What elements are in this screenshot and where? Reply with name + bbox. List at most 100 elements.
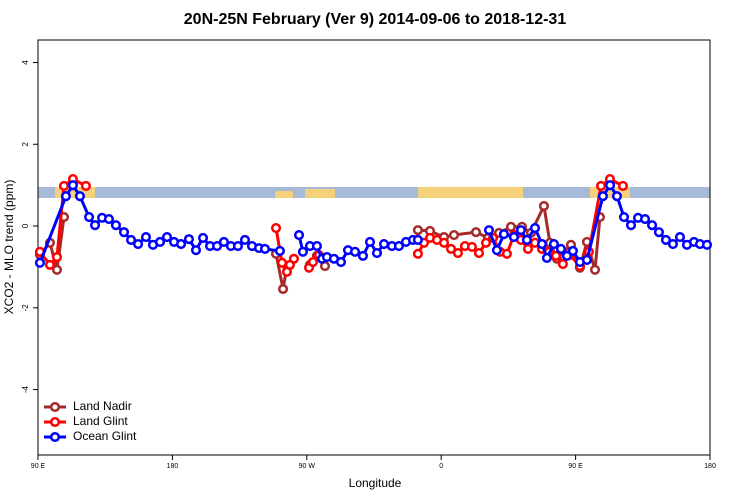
data-point — [60, 191, 71, 202]
legend-label: Land Glint — [73, 414, 128, 428]
data-point — [536, 238, 548, 250]
data-point — [133, 238, 144, 250]
data-point — [446, 243, 457, 254]
data-point — [80, 180, 91, 192]
y-tick-label: 2 — [21, 141, 30, 146]
x-tick-label: 90 W — [299, 463, 316, 470]
data-point — [276, 257, 288, 268]
data-point — [639, 214, 651, 225]
legend-marker — [49, 431, 61, 443]
data-point — [505, 221, 516, 232]
data-point — [470, 227, 482, 238]
data-point — [480, 237, 492, 248]
data-point — [550, 250, 562, 261]
data-point — [653, 227, 664, 238]
data-point — [270, 223, 282, 234]
legend-marker — [49, 401, 61, 413]
y-tick-label: -2 — [21, 304, 30, 312]
data-point — [311, 241, 323, 252]
data-point — [349, 246, 361, 257]
data-point — [674, 232, 686, 243]
data-point — [34, 257, 45, 268]
data-point — [44, 259, 55, 270]
data-point — [212, 241, 223, 252]
data-point — [364, 236, 376, 248]
legend-marker — [49, 416, 61, 428]
x-tick-label: 180 — [167, 463, 179, 470]
data-point — [274, 245, 285, 257]
data-point — [197, 232, 209, 243]
y-tick-label: 0 — [21, 223, 30, 228]
data-point — [293, 229, 305, 241]
data-point — [154, 236, 166, 248]
data-point — [595, 180, 607, 192]
data-point — [605, 180, 616, 191]
data-point — [84, 211, 95, 223]
data-point — [541, 252, 552, 263]
data-point — [438, 237, 450, 248]
data-point — [297, 246, 308, 257]
map-strip — [38, 187, 710, 198]
data-point — [161, 232, 173, 243]
data-point — [74, 191, 86, 202]
data-point — [466, 241, 478, 252]
legend-label: Land Nadir — [73, 399, 132, 413]
data-point — [259, 243, 271, 254]
data-point — [557, 259, 568, 270]
data-point — [239, 234, 251, 245]
x-tick-label: 90 E — [31, 463, 46, 470]
data-point — [67, 180, 78, 191]
data-point — [555, 243, 567, 254]
data-point — [701, 239, 713, 250]
data-point — [561, 250, 572, 261]
data-point — [501, 248, 512, 259]
x-tick-label: 0 — [439, 463, 443, 470]
data-point — [118, 227, 130, 238]
data-point — [508, 232, 519, 243]
data-point — [491, 245, 502, 256]
data-point — [625, 220, 637, 231]
data-point — [538, 200, 549, 212]
data-point — [51, 252, 63, 263]
data-point — [473, 247, 485, 259]
data-point — [498, 229, 509, 240]
data-point — [335, 256, 347, 268]
data-point — [357, 250, 368, 261]
data-point — [190, 245, 202, 256]
data-point — [183, 234, 195, 245]
chart-title: 20N-25N February (Ver 9) 2014-09-06 to 2… — [184, 11, 567, 28]
data-point — [288, 253, 300, 264]
data-point — [278, 283, 289, 295]
y-tick-label: 4 — [21, 60, 30, 65]
data-point — [378, 238, 390, 250]
data-point — [529, 223, 541, 234]
data-point — [522, 243, 534, 254]
data-point — [393, 241, 404, 252]
data-point — [110, 220, 122, 231]
data-point — [371, 247, 383, 259]
legend-label: Ocean Glint — [73, 429, 137, 443]
data-point — [412, 234, 423, 245]
data-point — [452, 247, 463, 259]
data-point — [58, 180, 70, 192]
y-axis-label: XCO2 - MLO trend (ppm) — [2, 180, 16, 315]
data-point — [611, 191, 623, 202]
data-point — [667, 238, 679, 250]
data-point — [103, 214, 114, 225]
data-point — [89, 220, 101, 231]
data-point — [548, 238, 559, 250]
data-point — [589, 264, 601, 275]
data-point — [307, 256, 318, 268]
data-point — [448, 229, 460, 241]
x-tick-label: 90 E — [568, 463, 583, 470]
data-point — [515, 225, 526, 236]
data-point — [521, 234, 532, 245]
data-point — [412, 225, 423, 236]
data-point — [597, 191, 608, 202]
x-tick-label: 180 — [704, 463, 716, 470]
data-point — [617, 180, 628, 192]
data-point — [483, 225, 495, 236]
data-point — [176, 238, 187, 250]
